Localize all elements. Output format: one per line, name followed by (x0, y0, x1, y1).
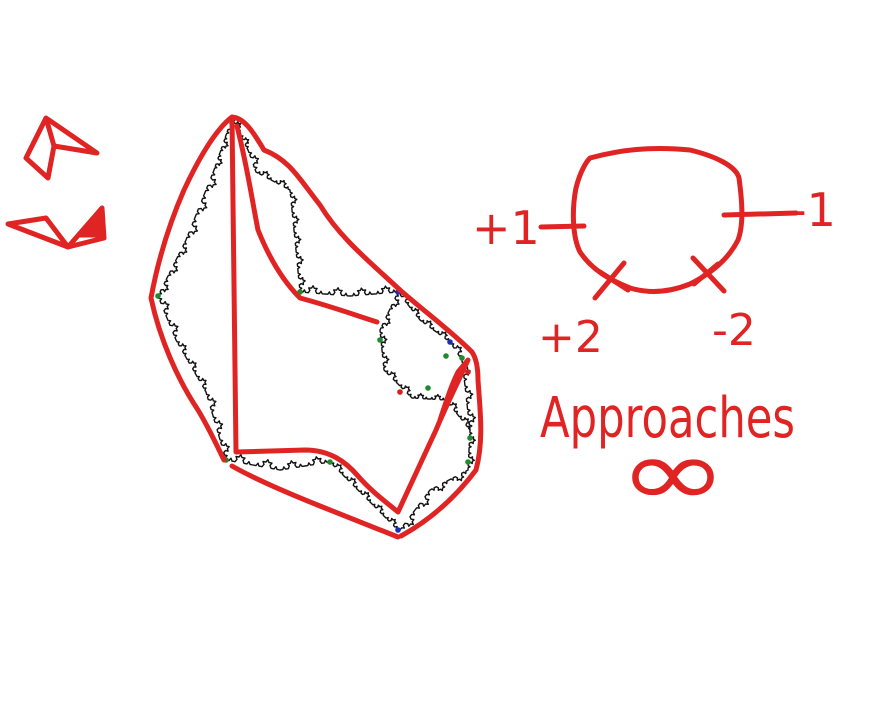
marker-dot (447, 339, 453, 345)
fractal-segment (157, 117, 235, 461)
marker-dot (465, 369, 471, 375)
small-sketches (5, 115, 107, 250)
marker-dot (467, 435, 473, 441)
marker-dot (459, 355, 465, 361)
label-minus-two: -2 (712, 305, 756, 356)
marker-dot (155, 293, 161, 299)
lower-left-cross (592, 260, 631, 301)
marker-dot (377, 337, 383, 343)
infinity-symbol: ∞ (618, 417, 728, 529)
marker-dot (327, 459, 333, 465)
fractal-curve (157, 117, 477, 531)
fractal-segment (379, 291, 476, 531)
marker-dot (425, 385, 431, 391)
fractal-marker-dots (155, 289, 473, 533)
marker-dot (395, 527, 401, 533)
lower-right-cross (690, 255, 727, 294)
inner-triangle-outline (229, 115, 471, 515)
label-plus-two: +2 (538, 312, 603, 363)
small-wing-sketch (5, 205, 107, 250)
marker-dot (443, 353, 449, 359)
label-minus-one: -1 (790, 183, 836, 237)
approaches-infinity-note: Approaches ∞ (540, 386, 795, 529)
small-kite-sketch (23, 115, 100, 181)
fractal-segment (225, 454, 399, 531)
left-tick (538, 223, 587, 230)
label-plus-one: +1 (472, 201, 540, 255)
right-tick (721, 210, 799, 218)
red-outlines (148, 114, 484, 540)
small-wing-fill (76, 206, 105, 238)
marker-dot (397, 389, 403, 395)
approaches-text: Approaches (540, 386, 795, 451)
fractal-segment (397, 291, 477, 431)
circle-diagram: +1 -1 +2 -2 (472, 145, 836, 363)
marker-dot (465, 459, 471, 465)
outer-hull-outline (148, 114, 484, 540)
fractal-segment (231, 117, 399, 297)
